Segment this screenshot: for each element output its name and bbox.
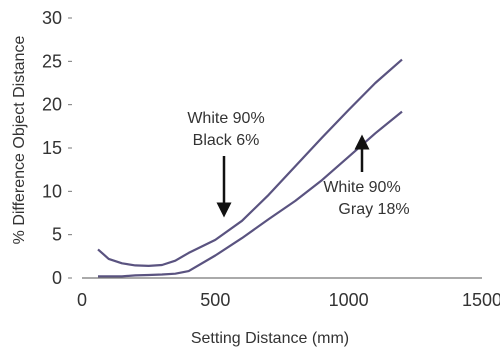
y-axis-title: % Difference Object Distance [11, 36, 28, 245]
annotation-white-black: White 90% Black 6% [187, 110, 265, 218]
x-tick-label-1: 500 [200, 290, 230, 310]
x-tick-label-3: 1500 [462, 290, 500, 310]
annotation-white-black-line1: White 90% [187, 110, 264, 127]
y-tick-label-1: 5 [52, 225, 62, 245]
y-tick-label-5: 25 [42, 51, 62, 71]
annotation-white-gray: White 90% Gray 18% [323, 134, 410, 218]
y-tick-label-2: 10 [42, 181, 62, 201]
x-tick-labels: 0 500 1000 1500 [77, 290, 500, 310]
x-tick-label-2: 1000 [329, 290, 369, 310]
series-line-1 [97, 58, 403, 267]
annotation-white-gray-line2: Gray 18% [338, 201, 409, 218]
y-tick-label-4: 20 [42, 95, 62, 115]
y-tick-label-3: 15 [42, 138, 62, 158]
y-tick-label-0: 0 [52, 268, 62, 288]
y-tick-labels: 0 5 10 15 20 25 30 [42, 8, 72, 288]
y-tick-label-6: 30 [42, 8, 62, 28]
annotation-white-gray-line1: White 90% [323, 179, 400, 196]
series-layer [97, 58, 403, 278]
series-line-2 [98, 110, 403, 278]
x-axis-title: Setting Distance (mm) [191, 330, 349, 347]
annotation-white-black-line2: Black 6% [193, 132, 260, 149]
x-tick-label-0: 0 [77, 290, 87, 310]
